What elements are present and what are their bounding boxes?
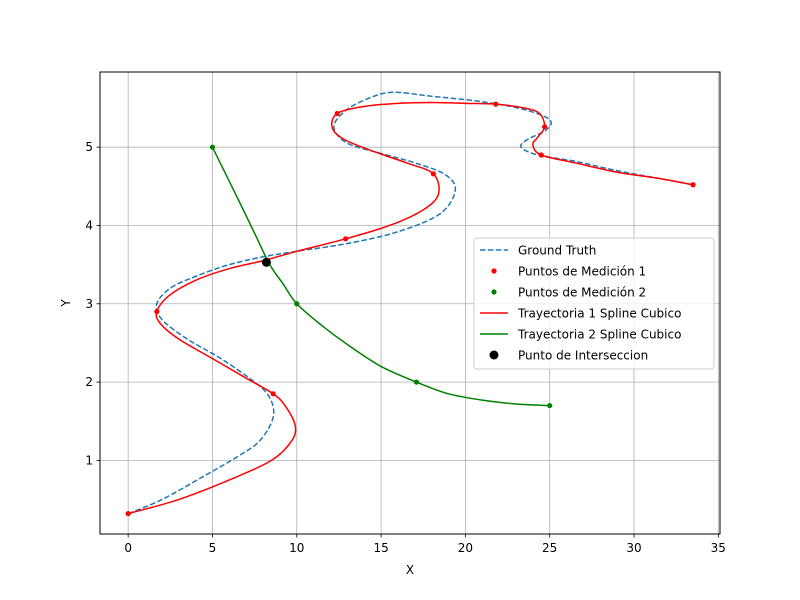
point-puntos-de-medicion-2-1 xyxy=(294,301,300,307)
legend-box xyxy=(473,237,715,370)
legend: Ground Truth Puntos de Medición 1 Puntos d… xyxy=(473,237,715,370)
point-puntos-de-medicion-1-8 xyxy=(538,152,544,158)
y-tick-label-0: 1 xyxy=(85,453,93,467)
legend-handle-puntos-de-medicion-1 xyxy=(491,268,497,274)
point-puntos-de-medicion-2-0 xyxy=(209,144,216,150)
y-tick-label-4: 5 xyxy=(85,140,93,154)
legend-label-ground-truth: Ground Truth xyxy=(518,244,596,258)
legend-label-puntos-de-medicion-2: Puntos de Medición 2 xyxy=(518,286,646,300)
x-tick-label-2: 10 xyxy=(289,541,304,555)
legend-label-punto-de-interseccion: Punto de Interseccion xyxy=(518,349,648,363)
point-puntos-de-medicion-2-3 xyxy=(547,402,553,409)
plot-series xyxy=(125,91,696,517)
x-tick-label-3: 15 xyxy=(373,541,388,555)
point-puntos-de-medicion-1-0 xyxy=(125,511,131,517)
point-puntos-de-medicion-1-9 xyxy=(690,182,696,188)
x-tick-label-1: 5 xyxy=(209,541,217,555)
point-puntos-de-medicion-1-7 xyxy=(542,124,548,130)
x-tick-label-0: 0 xyxy=(124,541,132,555)
axis-ticks: 0 5 10 15 20 25 30 35 1 2 3 4 5 xyxy=(85,140,726,555)
x-tick-label-5: 25 xyxy=(542,541,557,555)
legend-handle-puntos-de-medicion-2 xyxy=(491,289,497,295)
point-puntos-de-medicion-2-2 xyxy=(413,379,420,385)
x-tick-label-6: 30 xyxy=(626,541,641,555)
point-puntos-de-medicion-1-3 xyxy=(343,236,349,242)
plot-frame xyxy=(99,71,721,535)
y-tick-label-3: 4 xyxy=(85,218,93,232)
point-puntos-de-medicion-1-5 xyxy=(334,110,340,117)
legend-label-puntos-de-medicion-1: Puntos de Medición 1 xyxy=(518,265,646,279)
y-tick-label-1: 2 xyxy=(85,375,93,389)
point-puntos-de-medicion-1-1 xyxy=(270,391,276,397)
x-tick-label-4: 20 xyxy=(458,541,473,555)
x-axis-label: X xyxy=(406,563,414,577)
y-tick-label-2: 3 xyxy=(85,297,93,311)
series-line-trayectoria-2-spline-cubico xyxy=(211,146,550,407)
x-tick-label-7: 35 xyxy=(711,541,726,555)
legend-handle-punto-de-interseccion xyxy=(489,350,499,360)
y-axis-label: Y xyxy=(59,299,73,308)
legend-label-trayectoria-1-spline-cubico: Trayectoria 1 Spline Cubico xyxy=(517,307,681,321)
legend-label-trayectoria-2-spline-cubico: Trayectoria 2 Spline Cubico xyxy=(517,328,681,342)
point-puntos-de-medicion-1-4 xyxy=(430,171,436,177)
point-punto-de-interseccion-0 xyxy=(261,257,271,267)
point-puntos-de-medicion-1-2 xyxy=(154,309,160,315)
point-puntos-de-medicion-1-6 xyxy=(493,101,499,107)
